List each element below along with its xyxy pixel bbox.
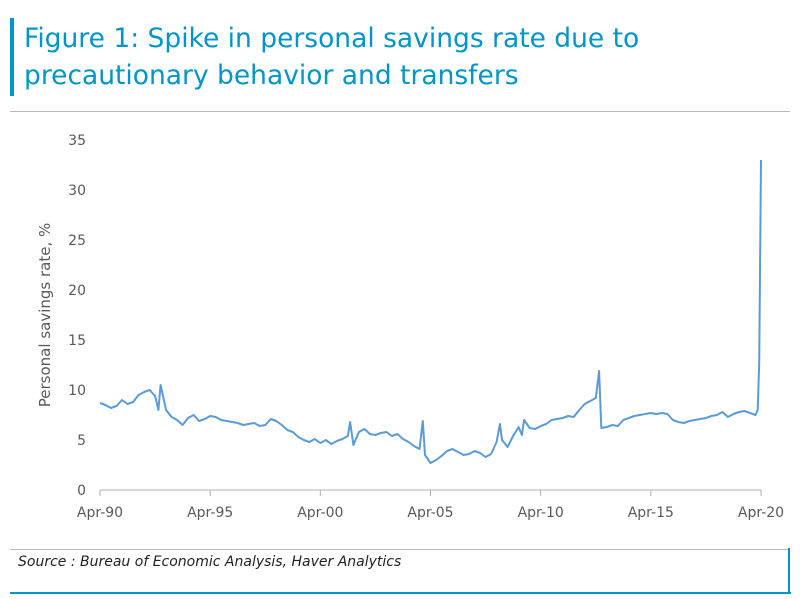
x-tick-label: Apr-05 — [407, 505, 453, 521]
y-axis-label: Personal savings rate, % — [36, 223, 54, 407]
chart-frame: 0 5 10 15 20 25 30 35 Apr-90 Apr-95 Apr-00 Apr-05 Ap… — [10, 112, 790, 550]
bottom-divider — [10, 592, 791, 594]
x-tick-label: Apr-15 — [628, 505, 674, 521]
top-divider — [10, 111, 790, 112]
savings-rate-line-chart: 0 5 10 15 20 25 30 35 Apr-90 Apr-95 Apr-00 Apr-05 Ap… — [36, 133, 784, 521]
y-tick-label: 15 — [68, 333, 86, 349]
x-tick-label: Apr-00 — [297, 505, 343, 521]
y-tick-label: 20 — [68, 283, 86, 299]
savings-rate-series-line — [99, 159, 762, 464]
y-tick-label: 5 — [77, 433, 86, 449]
x-tick-label: Apr-20 — [738, 505, 784, 521]
y-tick-label: 35 — [68, 133, 86, 149]
y-tick-label: 25 — [68, 233, 86, 249]
y-tick-label: 30 — [68, 183, 86, 199]
page-title: Figure 1: Spike in personal savings rate… — [24, 23, 640, 91]
title-accent-bar — [10, 18, 14, 96]
source-note: Source : Bureau of Economic Analysis, Ha… — [18, 554, 402, 570]
x-tick-label: Apr-90 — [77, 505, 123, 521]
y-tick-label: 0 — [77, 483, 86, 499]
x-tick-label: Apr-95 — [187, 505, 233, 521]
x-tick-label: Apr-10 — [518, 505, 564, 521]
footer-accent-tick — [788, 548, 790, 592]
y-tick-label: 10 — [68, 383, 86, 399]
